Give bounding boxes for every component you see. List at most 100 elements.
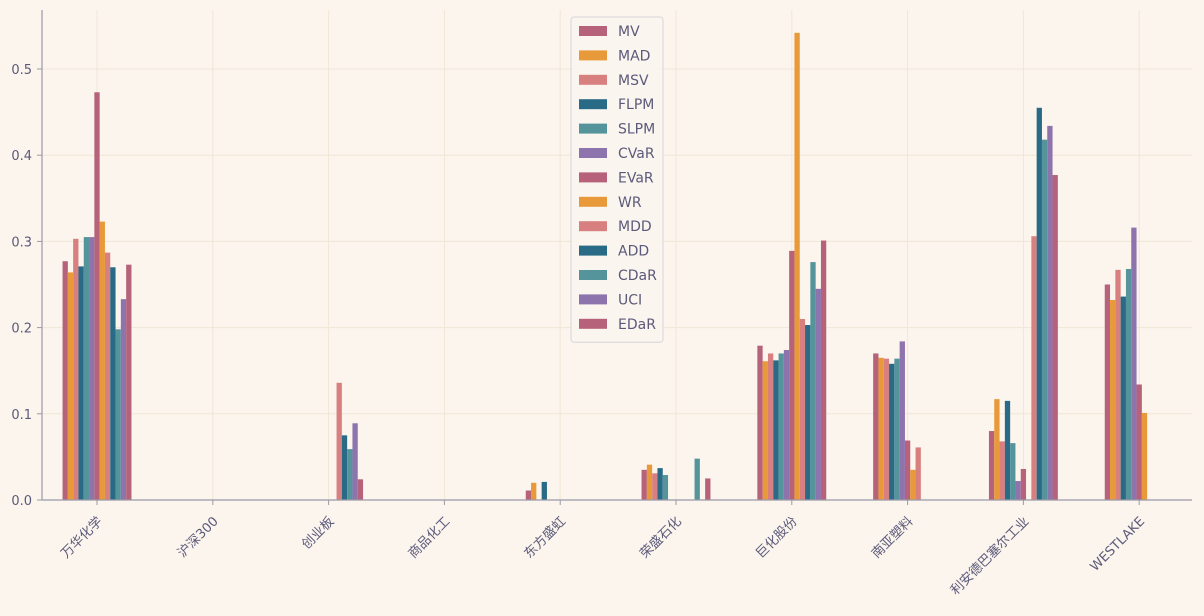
bar-wr-0 <box>99 221 105 500</box>
legend-label-edar: EDaR <box>618 317 656 333</box>
bar-uci-8 <box>1047 125 1053 500</box>
bar-msv-0 <box>73 238 79 500</box>
bar-edar-0 <box>126 264 132 500</box>
x-tick-label: 荣盛石化 <box>637 514 684 561</box>
bar-mdd-2 <box>336 382 342 500</box>
bar-mad-4 <box>531 482 537 500</box>
bar-slpm-0 <box>83 237 90 500</box>
legend-label-slpm: SLPM <box>618 122 655 138</box>
bar-mv-6 <box>757 345 763 500</box>
y-tick-label: 0.4 <box>11 149 32 164</box>
legend-label-mdd: MDD <box>618 219 652 235</box>
legend-swatch-uci <box>579 294 607 305</box>
legend-label-msv: MSV <box>618 73 649 89</box>
legend-label-cvar: CVaR <box>618 146 655 162</box>
bar-flpm-5 <box>657 468 663 500</box>
x-tick-label: 东方盛虹 <box>521 514 569 562</box>
bar-evar-8 <box>1020 468 1027 500</box>
bar-edar-8 <box>1052 175 1058 500</box>
bar-add-8 <box>1036 107 1042 500</box>
legend-swatch-slpm <box>579 123 607 134</box>
legend-swatch-mad <box>579 50 607 61</box>
legend-label-uci: UCI <box>618 292 642 308</box>
bar-slpm-5 <box>662 475 669 500</box>
bar-cvar-9 <box>1131 227 1137 501</box>
legend-label-evar: EVaR <box>618 170 654 186</box>
bar-evar-6 <box>789 250 795 500</box>
legend-label-flpm: FLPM <box>618 97 654 113</box>
bar-cdar-6 <box>810 262 816 500</box>
bar-cvar-7 <box>899 341 905 500</box>
bar-uci-0 <box>120 299 127 500</box>
bar-cdar-5 <box>694 458 700 500</box>
bar-mad-7 <box>878 357 884 500</box>
bar-add-0 <box>110 267 116 500</box>
legend-label-add: ADD <box>618 244 649 260</box>
bar-msv-7 <box>883 358 890 500</box>
y-tick-label: 0.0 <box>11 494 32 509</box>
bar-cvar-8 <box>1015 481 1021 500</box>
legend-label-mv: MV <box>618 24 640 40</box>
bar-mv-7 <box>873 353 879 500</box>
legend-swatch-wr <box>579 196 607 207</box>
x-tick-label: 巨化股份 <box>753 514 800 561</box>
legend-swatch-cvar <box>579 148 607 158</box>
x-tick-label: WESTLAKE <box>1088 514 1148 574</box>
legend: MV MAD MSV FLPM SLPM CVaR EVaR WR MDD ADD CDaR UCI E… <box>570 16 664 343</box>
bar-slpm-7 <box>894 358 900 500</box>
bar-edar-2 <box>357 479 364 500</box>
x-tick-label: 利安德巴塞尔工业 <box>947 514 1032 599</box>
y-tick-label: 0.2 <box>11 322 32 337</box>
legend-swatch-mv <box>579 26 607 36</box>
bar-mad-9 <box>1110 300 1116 500</box>
bar-evar-9 <box>1136 384 1142 500</box>
bar-msv-9 <box>1115 269 1121 500</box>
legend-label-mad: MAD <box>618 48 650 64</box>
bar-cdar-0 <box>115 329 121 500</box>
bar-msv-5 <box>652 473 658 500</box>
bar-mv-9 <box>1104 284 1111 500</box>
bar-cdar-2 <box>347 449 353 500</box>
bar-flpm-8 <box>1004 400 1011 500</box>
legend-swatch-edar <box>579 318 607 329</box>
legend-swatch-flpm <box>579 99 607 110</box>
bar-slpm-8 <box>1010 443 1016 500</box>
bar-mad-8 <box>994 399 1000 500</box>
legend-box <box>570 16 664 343</box>
bar-flpm-0 <box>78 266 84 500</box>
bar-mv-4 <box>525 490 532 500</box>
bar-mv-0 <box>62 261 68 500</box>
bar-cvar-6 <box>783 350 790 500</box>
bar-flpm-4 <box>541 481 547 500</box>
y-tick-label: 0.1 <box>11 408 32 423</box>
bar-evar-7 <box>904 440 911 500</box>
legend-swatch-add <box>579 245 607 256</box>
bar-cvar-0 <box>89 237 95 500</box>
bar-mad-5 <box>646 464 653 500</box>
legend-swatch-msv <box>579 74 607 85</box>
bar-msv-8 <box>999 441 1005 500</box>
x-tick-label: 沪深300 <box>174 514 221 561</box>
x-tick-label: 商品化工 <box>406 514 453 561</box>
y-tick-label: 0.3 <box>11 235 32 250</box>
bar-msv-6 <box>767 353 774 500</box>
x-tick-label: 万华化学 <box>58 514 106 562</box>
x-tick-label: 创业板 <box>299 514 337 552</box>
y-tick-label: 0.5 <box>11 63 32 78</box>
bar-mv-8 <box>988 431 995 500</box>
bar-slpm-6 <box>778 353 784 500</box>
bar-flpm-7 <box>889 363 895 500</box>
legend-swatch-mdd <box>579 221 607 232</box>
legend-label-wr: WR <box>618 195 642 211</box>
bar-cdar-8 <box>1041 139 1048 500</box>
bar-flpm-9 <box>1120 296 1126 500</box>
bar-edar-6 <box>820 240 827 501</box>
bar-uci-2 <box>352 423 358 500</box>
legend-swatch-cdar <box>579 270 607 280</box>
bar-flpm-6 <box>773 360 779 500</box>
bar-mv-5 <box>641 469 647 500</box>
bar-wr-7 <box>910 469 916 500</box>
bar-wr-6 <box>794 32 800 501</box>
